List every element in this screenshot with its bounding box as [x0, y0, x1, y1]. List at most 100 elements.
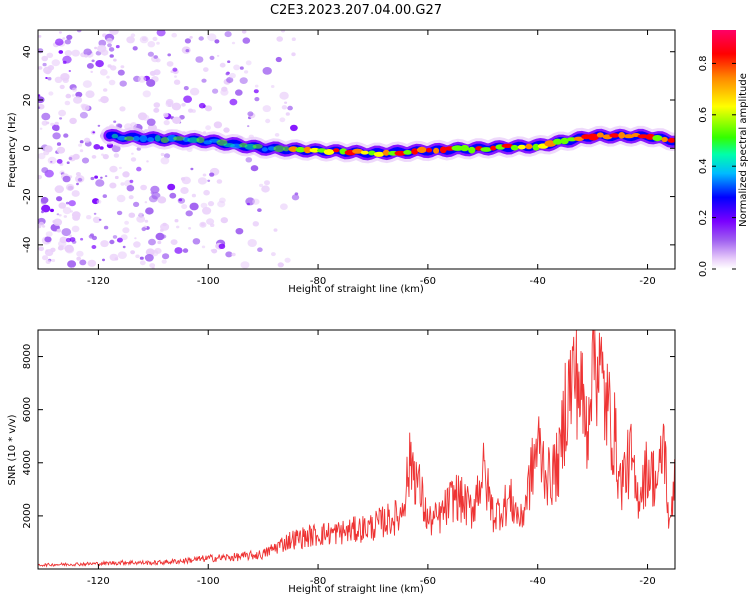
- noise-speck: [241, 30, 247, 34]
- noise-speck: [247, 111, 254, 117]
- noise-speck: [38, 94, 41, 97]
- ridge-hotspot: [283, 146, 290, 152]
- noise-speck: [72, 153, 80, 160]
- x-tick-label: -20: [639, 576, 655, 587]
- noise-speck: [95, 60, 104, 68]
- noise-speck: [184, 38, 191, 44]
- noise-speck: [226, 77, 234, 83]
- noise-speck: [247, 125, 250, 128]
- noise-speck: [137, 112, 148, 121]
- noise-speck: [291, 52, 296, 57]
- noise-speck: [58, 214, 62, 217]
- noise-speck: [84, 54, 88, 58]
- noise-speck: [62, 175, 71, 183]
- noise-speck: [188, 227, 192, 230]
- noise-speck: [41, 120, 48, 126]
- noise-speck: [147, 41, 156, 48]
- noise-speck: [242, 37, 251, 44]
- noise-speck: [144, 253, 154, 262]
- noise-speck: [92, 216, 101, 223]
- noise-speck: [207, 201, 215, 207]
- noise-speck: [107, 43, 112, 48]
- noise-speck: [252, 198, 260, 205]
- ridge-hotspot: [373, 151, 385, 157]
- noise-speck: [161, 259, 167, 264]
- noise-speck: [271, 252, 276, 257]
- noise-speck: [225, 72, 230, 76]
- noise-speck: [99, 69, 108, 76]
- snr-x-ticks: -120 -100 -80 -60 -40 -20: [87, 330, 656, 587]
- noise-speck: [137, 75, 147, 83]
- noise-speck: [100, 96, 109, 104]
- noise-speck: [116, 194, 126, 203]
- noise-speck: [122, 171, 130, 178]
- noise-speck: [112, 235, 118, 239]
- noise-speck: [76, 182, 79, 186]
- ridge-hotspot: [416, 146, 427, 153]
- noise-speck: [262, 67, 272, 75]
- noise-speck: [240, 261, 250, 269]
- noise-speck: [279, 117, 286, 123]
- noise-speck: [41, 112, 51, 121]
- noise-speck: [98, 39, 107, 47]
- noise-speck: [231, 252, 236, 257]
- noise-speck: [136, 215, 146, 223]
- noise-speck: [130, 122, 138, 128]
- noise-speck: [131, 152, 134, 155]
- noise-speck: [68, 200, 76, 207]
- noise-speck: [150, 185, 160, 194]
- noise-speck: [129, 179, 134, 183]
- noise-speck: [167, 53, 171, 57]
- noise-speck: [209, 172, 215, 177]
- ridge-hotspot: [382, 149, 390, 156]
- noise-speck: [119, 80, 127, 87]
- noise-speck: [91, 245, 97, 249]
- x-tick-label: -40: [530, 576, 546, 587]
- noise-speck: [166, 61, 174, 67]
- noise-speck: [114, 175, 119, 180]
- noise-speck: [63, 133, 69, 138]
- noise-speck: [62, 77, 69, 84]
- noise-speck: [41, 55, 48, 62]
- noise-speck: [66, 161, 70, 164]
- ridge-hotspot: [230, 143, 243, 149]
- noise-speck: [76, 256, 82, 261]
- snr-series-line: [38, 330, 675, 568]
- noise-speck: [133, 241, 141, 248]
- noise-speck: [275, 56, 282, 63]
- noise-speck: [56, 146, 66, 154]
- noise-speck: [180, 177, 186, 181]
- noise-speck: [51, 59, 60, 67]
- noise-speck: [274, 133, 280, 137]
- noise-speck: [106, 75, 110, 79]
- noise-speck: [54, 185, 64, 194]
- noise-speck: [152, 36, 158, 42]
- noise-speck: [45, 231, 53, 238]
- noise-speck: [189, 87, 200, 96]
- colorbar-tick-label: 0.6: [698, 107, 709, 123]
- noise-speck: [130, 157, 137, 162]
- snr-y-ticks: 2000 4000 6000 8000: [22, 344, 675, 529]
- noise-speck: [120, 234, 128, 241]
- noise-speck: [144, 219, 149, 223]
- noise-speck: [90, 176, 95, 181]
- noise-speck: [56, 196, 63, 202]
- noise-speck: [65, 237, 72, 243]
- noise-speck: [90, 70, 93, 73]
- noise-speck: [185, 49, 190, 53]
- noise-speck: [58, 31, 62, 34]
- noise-speck: [108, 47, 115, 52]
- noise-speck: [38, 221, 45, 227]
- noise-speck: [86, 215, 92, 220]
- ridge-hotspot: [425, 147, 433, 153]
- noise-speck: [109, 30, 119, 35]
- x-tick-label: -60: [420, 276, 436, 287]
- noise-speck: [136, 166, 142, 172]
- noise-speck: [276, 36, 284, 42]
- noise-speck: [259, 183, 264, 188]
- spectrogram-frame: [37, 29, 676, 270]
- noise-speck: [50, 208, 54, 213]
- noise-speck: [174, 247, 183, 254]
- noise-speck: [62, 207, 72, 215]
- noise-speck: [135, 254, 140, 259]
